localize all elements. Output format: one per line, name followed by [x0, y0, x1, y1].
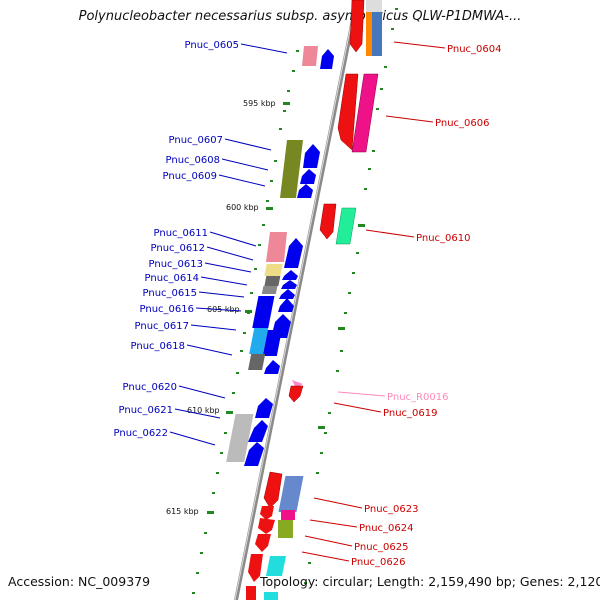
gene-label-0609[interactable]: Pnuc_0609 [163, 171, 217, 182]
gene-feature-0617-a[interactable] [249, 328, 269, 354]
tick-label-600: 600 kbp [226, 203, 259, 212]
gene-feature-0623-b[interactable] [278, 476, 304, 512]
gene-label-0622[interactable]: Pnuc_0622 [114, 428, 168, 439]
gene-feature-0626-e[interactable] [246, 586, 256, 600]
left-gene-labels: Pnuc_0605 Pnuc_0607 Pnuc_0608 Pnuc_0609 … [114, 40, 239, 439]
gene-label-0607[interactable]: Pnuc_0607 [169, 135, 223, 146]
gene-feature-0624-b[interactable] [281, 510, 295, 520]
gene-feature-0611-a[interactable] [266, 232, 287, 262]
gene-label-0612[interactable]: Pnuc_0612 [151, 243, 205, 254]
gene-feature-0613-b[interactable] [281, 280, 297, 289]
right-gene-features [246, 0, 382, 600]
gene-feature-0625-a[interactable] [258, 518, 275, 534]
gene-label-0614[interactable]: Pnuc_0614 [145, 273, 199, 284]
gene-feature-0604-a[interactable] [349, 0, 365, 53]
right-connectors [301, 41, 446, 562]
gene-label-0616[interactable]: Pnuc_0616 [140, 304, 194, 315]
gene-feature-0625-b[interactable] [278, 520, 293, 538]
gene-label-0618[interactable]: Pnuc_0618 [131, 341, 185, 352]
gene-feature-0622-a[interactable] [226, 414, 254, 462]
gene-label-0610[interactable]: Pnuc_0610 [416, 233, 470, 244]
gene-feature-0608-b[interactable] [300, 169, 316, 184]
accession-text: Accession: NC_009379 [8, 574, 151, 589]
gene-feature-0605-a[interactable] [302, 46, 318, 66]
gene-label-0623[interactable]: Pnuc_0623 [364, 504, 418, 515]
gene-feature-0616-a[interactable] [252, 296, 275, 328]
gene-label-0625[interactable]: Pnuc_0625 [354, 542, 408, 553]
gene-feature-0617-c[interactable] [262, 330, 282, 356]
left-connectors [169, 43, 288, 446]
gene-label-0611[interactable]: Pnuc_0611 [154, 228, 208, 239]
gene-feature-0618-a[interactable] [248, 354, 266, 370]
gene-feature-0618-b[interactable] [264, 360, 280, 374]
gene-label-0606[interactable]: Pnuc_0606 [435, 118, 489, 129]
gene-feature-0604-b[interactable] [366, 0, 372, 56]
gene-feature-0605-b[interactable] [320, 49, 334, 69]
right-gene-labels: Pnuc_0604 Pnuc_0606 Pnuc_0610 Pnuc_R0016… [351, 44, 501, 568]
gene-feature-0606-b[interactable] [351, 73, 379, 153]
gene-feature-0612-b[interactable] [282, 270, 298, 280]
left-gene-features [226, 46, 334, 466]
gene-label-0621[interactable]: Pnuc_0621 [119, 405, 173, 416]
gene-feature-0606-a[interactable] [337, 73, 359, 151]
genome-backbone-highlight [234, 0, 357, 600]
gene-label-0619[interactable]: Pnuc_0619 [383, 408, 437, 419]
gene-label-0620[interactable]: Pnuc_0620 [123, 382, 177, 393]
gene-feature-0622-b[interactable] [244, 442, 264, 466]
gene-feature-0626-c[interactable] [266, 556, 286, 576]
gene-feature-0607-a[interactable] [280, 140, 303, 198]
tick-label-595: 595 kbp [243, 99, 276, 108]
gene-label-0615[interactable]: Pnuc_0615 [143, 288, 197, 299]
right-ring-dots [304, 8, 398, 584]
gene-feature-0610-a[interactable] [319, 203, 337, 240]
genome-backbone [234, 0, 359, 600]
gene-label-0624[interactable]: Pnuc_0624 [359, 523, 413, 534]
gene-feature-0621-b[interactable] [248, 420, 268, 442]
gene-feature-0611-b[interactable] [284, 238, 303, 268]
tick-label-615: 615 kbp [166, 507, 199, 516]
gene-label-0605[interactable]: Pnuc_0605 [185, 40, 239, 51]
gene-feature-0623-a[interactable] [263, 471, 283, 509]
gene-feature-0626-d[interactable] [264, 592, 278, 600]
gene-label-0626[interactable]: Pnuc_0626 [351, 557, 405, 568]
gene-feature-0626-b[interactable] [248, 554, 263, 582]
gene-feature-0614-a[interactable] [261, 286, 278, 294]
topology-text: Topology: circular; Length: 2,159,490 bp… [260, 574, 600, 589]
gene-feature-0612-a[interactable] [264, 264, 283, 276]
scale-ticks [207, 102, 365, 514]
gene-label-R0016[interactable]: Pnuc_R0016 [387, 392, 448, 403]
gene-label-0608[interactable]: Pnuc_0608 [166, 155, 220, 166]
rna-feature-R0016[interactable] [292, 380, 303, 388]
gene-feature-0619[interactable] [288, 385, 304, 403]
gene-feature-0607-b[interactable] [303, 144, 320, 168]
tick-label-610: 610 kbp [187, 406, 220, 415]
gene-feature-0624-a[interactable] [260, 506, 274, 520]
gene-label-0613[interactable]: Pnuc_0613 [149, 259, 203, 270]
gene-feature-0626-a[interactable] [255, 534, 271, 552]
gene-feature-0614-b[interactable] [279, 289, 295, 299]
gene-feature-0613-a[interactable] [264, 276, 281, 286]
gene-label-0617[interactable]: Pnuc_0617 [135, 321, 189, 332]
gene-label-0604[interactable]: Pnuc_0604 [447, 44, 501, 55]
map-title: Polynucleobacter necessarius subsp. asym… [78, 9, 522, 24]
gene-feature-0620-b[interactable] [255, 398, 273, 418]
gene-feature-0615-b[interactable] [278, 298, 294, 312]
gene-feature-0609-b[interactable] [297, 184, 313, 198]
gene-feature-0610-b[interactable] [335, 207, 357, 245]
gene-feature-0604-c[interactable] [372, 0, 382, 56]
